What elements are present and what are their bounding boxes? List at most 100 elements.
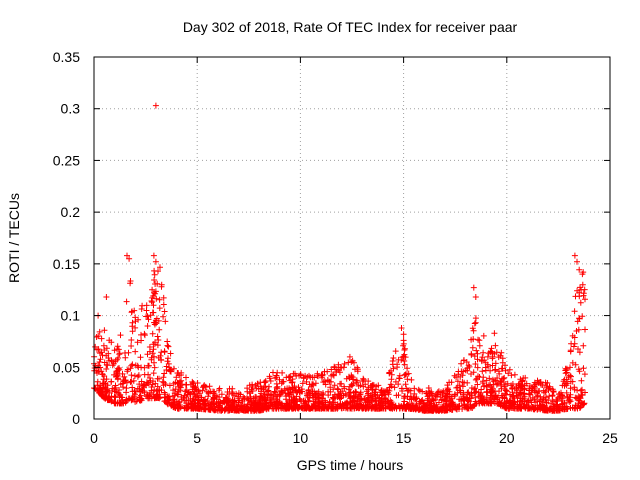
data-point [160,374,167,381]
data-point [124,366,131,373]
data-point [517,385,524,392]
data-point [161,398,168,405]
data-point [329,371,336,378]
data-point [170,380,177,387]
data-point [257,400,264,407]
data-point [174,405,181,412]
data-point [146,375,153,381]
data-point [458,360,465,367]
data-point [221,397,228,404]
data-point [489,376,496,383]
data-point [498,378,505,384]
data-point [515,392,522,399]
x-tick-label: 10 [293,430,309,446]
data-point [527,383,533,389]
data-point [411,385,418,392]
data-point [114,376,121,383]
data-point [320,391,327,398]
data-point [94,346,100,353]
data-point [138,337,145,344]
y-axis-label: ROTI / TECUs [6,193,22,283]
data-point [153,315,160,322]
data-point [563,382,570,389]
data-point [267,399,274,406]
data-point [469,392,475,399]
data-point [145,316,152,323]
data-point [365,378,372,385]
data-point [459,372,466,379]
x-tick-label: 0 [90,430,98,446]
data-point [108,378,115,385]
data-point [328,366,335,373]
data-point [341,360,348,367]
data-point [559,395,566,402]
data-point [455,368,462,375]
data-point [277,391,284,398]
data-point [164,342,171,349]
data-point [139,386,145,393]
data-point [468,351,475,358]
data-point [117,332,124,339]
data-point [190,390,196,397]
data-point [281,387,288,394]
data-point [244,385,251,392]
data-point [502,362,508,369]
data-point [161,348,168,355]
data-point [215,399,222,406]
data-point [379,391,386,398]
data-point [295,384,302,391]
data-point [98,349,105,356]
data-point [468,336,475,343]
data-point [149,330,156,337]
data-point [218,391,225,398]
data-point [235,393,241,400]
data-point [178,377,185,384]
data-point [487,399,494,406]
data-point [103,376,110,383]
data-point [524,398,531,405]
data-point [574,258,580,265]
data-point [487,348,494,355]
data-point [473,400,480,407]
data-point [478,399,485,406]
data-point [415,386,422,393]
data-point [456,396,463,403]
data-point [474,356,481,363]
data-point [156,375,162,382]
data-point [173,374,180,381]
data-point [387,381,394,388]
y-tick-label: 0.3 [61,101,81,117]
data-point [360,404,366,411]
data-point [159,378,166,385]
data-point [582,389,588,396]
data-point [413,395,420,402]
data-point [133,388,139,394]
data-point [245,407,252,414]
data-point [454,378,461,385]
data-point [495,368,502,375]
data-point [289,384,296,391]
data-point [426,403,433,409]
data-point [312,393,319,400]
data-point [378,405,385,412]
data-point [580,365,587,372]
data-point [296,372,303,379]
data-point [134,373,141,380]
data-point [305,386,312,393]
data-point [150,293,157,299]
data-point [109,385,116,392]
data-point [404,365,411,372]
data-point [155,354,162,361]
data-point [358,397,365,404]
data-point [182,388,189,395]
data-point [138,306,145,312]
data-point [272,375,279,382]
data-point [157,264,163,271]
data-point [396,405,403,411]
data-point [238,398,245,404]
data-point [492,367,498,374]
data-point [170,387,177,394]
data-point [270,405,277,412]
data-point [300,405,307,412]
data-point [574,387,581,394]
